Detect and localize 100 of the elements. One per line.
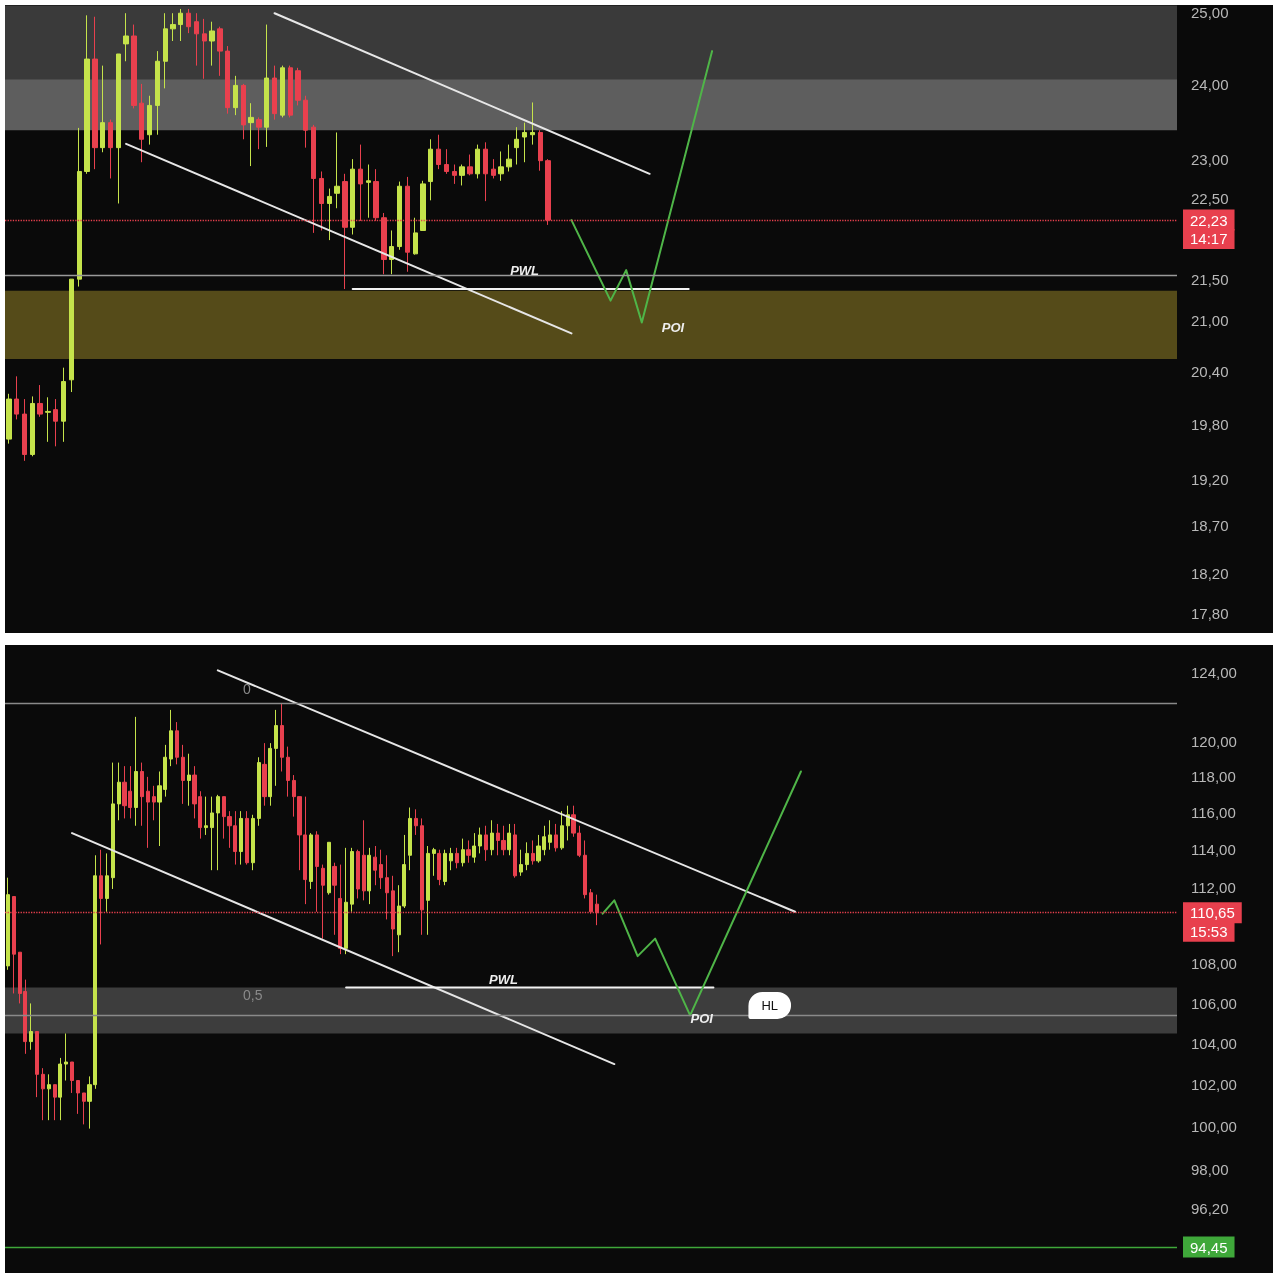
candlestick bbox=[45, 396, 51, 443]
candlestick bbox=[467, 154, 473, 176]
candlestick bbox=[554, 823, 558, 853]
candlestick bbox=[77, 127, 82, 288]
candlestick bbox=[428, 138, 433, 201]
candlestick bbox=[147, 95, 152, 146]
candlestick bbox=[29, 1002, 33, 1051]
candlestick bbox=[519, 849, 523, 877]
candlestick bbox=[209, 21, 215, 67]
candlestick bbox=[449, 847, 453, 871]
candlestick bbox=[366, 164, 371, 219]
candlestick bbox=[37, 384, 43, 418]
candlestick bbox=[84, 14, 90, 175]
y-tick-label: 20,40 bbox=[1191, 363, 1229, 381]
candlestick bbox=[123, 12, 129, 62]
candlestick bbox=[334, 131, 340, 209]
y-tick-label: 18,20 bbox=[1191, 565, 1229, 583]
y-tick-label: 25,00 bbox=[1191, 4, 1229, 21]
candlestick bbox=[514, 126, 519, 166]
candlestick bbox=[286, 746, 290, 798]
annotation: HL bbox=[761, 997, 779, 1013]
candlestick bbox=[257, 756, 261, 827]
candlestick bbox=[241, 83, 246, 140]
candlestick bbox=[548, 819, 552, 851]
y-tick-label: 120,00 bbox=[1191, 732, 1237, 750]
candlestick bbox=[100, 65, 105, 153]
y-tick-label: 98,00 bbox=[1191, 1160, 1229, 1178]
candlestick bbox=[22, 398, 27, 462]
candlestick bbox=[233, 75, 238, 116]
line-series bbox=[570, 50, 714, 324]
annotation: 0,5 bbox=[243, 987, 263, 1004]
candlestick bbox=[560, 810, 564, 851]
candlestick bbox=[64, 1033, 68, 1082]
candlestick bbox=[491, 158, 496, 179]
candlestick bbox=[248, 102, 254, 167]
candlestick bbox=[452, 164, 457, 185]
candlestick bbox=[373, 845, 377, 886]
candlestick bbox=[163, 12, 168, 89]
candlestick bbox=[461, 838, 465, 867]
candlestick bbox=[225, 45, 230, 115]
candlestick bbox=[350, 158, 355, 235]
candlestick bbox=[108, 119, 113, 179]
candlestick bbox=[483, 141, 488, 202]
candlestick bbox=[82, 1092, 86, 1125]
candlestick bbox=[262, 742, 267, 807]
annotation: PWL bbox=[489, 972, 519, 988]
y-tick-label: 21,00 bbox=[1191, 312, 1229, 330]
candlestick bbox=[210, 796, 214, 871]
candlestick bbox=[362, 819, 366, 901]
candlestick bbox=[303, 95, 308, 149]
candlestick bbox=[389, 229, 394, 275]
candlestick bbox=[204, 796, 208, 836]
candlestick bbox=[327, 841, 331, 896]
ref-line-label: 94,45 bbox=[1190, 1238, 1228, 1256]
candlestick bbox=[413, 217, 418, 256]
candlestick bbox=[216, 794, 220, 871]
candlestick bbox=[116, 53, 121, 204]
y-tick-label: 18,70 bbox=[1191, 517, 1229, 535]
candlestick bbox=[181, 744, 185, 805]
ref-line-label: 22,23 bbox=[1190, 211, 1228, 229]
candlestick bbox=[344, 847, 348, 955]
candlestick bbox=[459, 164, 465, 186]
y-tick-label: 100,00 bbox=[1191, 1118, 1237, 1135]
candlestick bbox=[53, 1084, 57, 1121]
candlestick bbox=[315, 830, 319, 913]
y-tick-label: 112,00 bbox=[1191, 878, 1236, 896]
y-tick-label: 118,00 bbox=[1191, 768, 1236, 786]
candlestick bbox=[76, 1080, 80, 1115]
candlestick bbox=[437, 849, 441, 886]
annotation: PWL bbox=[510, 263, 540, 279]
candlestick bbox=[187, 753, 191, 807]
candlestick bbox=[436, 134, 441, 170]
candlestick bbox=[513, 823, 517, 879]
candlestick bbox=[146, 776, 150, 849]
candlestick bbox=[6, 393, 12, 445]
candlestick bbox=[186, 8, 191, 34]
candlestick bbox=[175, 721, 179, 765]
candlestick bbox=[92, 16, 98, 170]
candlestick bbox=[268, 742, 272, 807]
candlestick bbox=[455, 847, 459, 869]
candlestick bbox=[239, 810, 243, 866]
candlestick bbox=[274, 709, 278, 787]
y-tick-label: 116,00 bbox=[1191, 804, 1236, 822]
y-tick-label: 96,20 bbox=[1191, 1199, 1229, 1217]
candlestick bbox=[194, 12, 199, 67]
candlestick bbox=[356, 849, 360, 899]
candlestick bbox=[280, 65, 285, 118]
candlestick bbox=[217, 26, 223, 77]
candlestick bbox=[14, 375, 19, 420]
candlestick bbox=[507, 823, 511, 856]
candlestick bbox=[498, 150, 504, 182]
y-tick-label: 108,00 bbox=[1191, 955, 1237, 973]
candlestick bbox=[178, 8, 183, 42]
candlestick bbox=[295, 67, 301, 106]
y-tick-label: 21,50 bbox=[1191, 270, 1229, 288]
candlestick bbox=[70, 1061, 74, 1094]
candlestick bbox=[506, 144, 512, 172]
candlestick bbox=[131, 24, 137, 109]
candlestick bbox=[484, 825, 488, 862]
y-tick-label: 22,50 bbox=[1191, 190, 1229, 208]
